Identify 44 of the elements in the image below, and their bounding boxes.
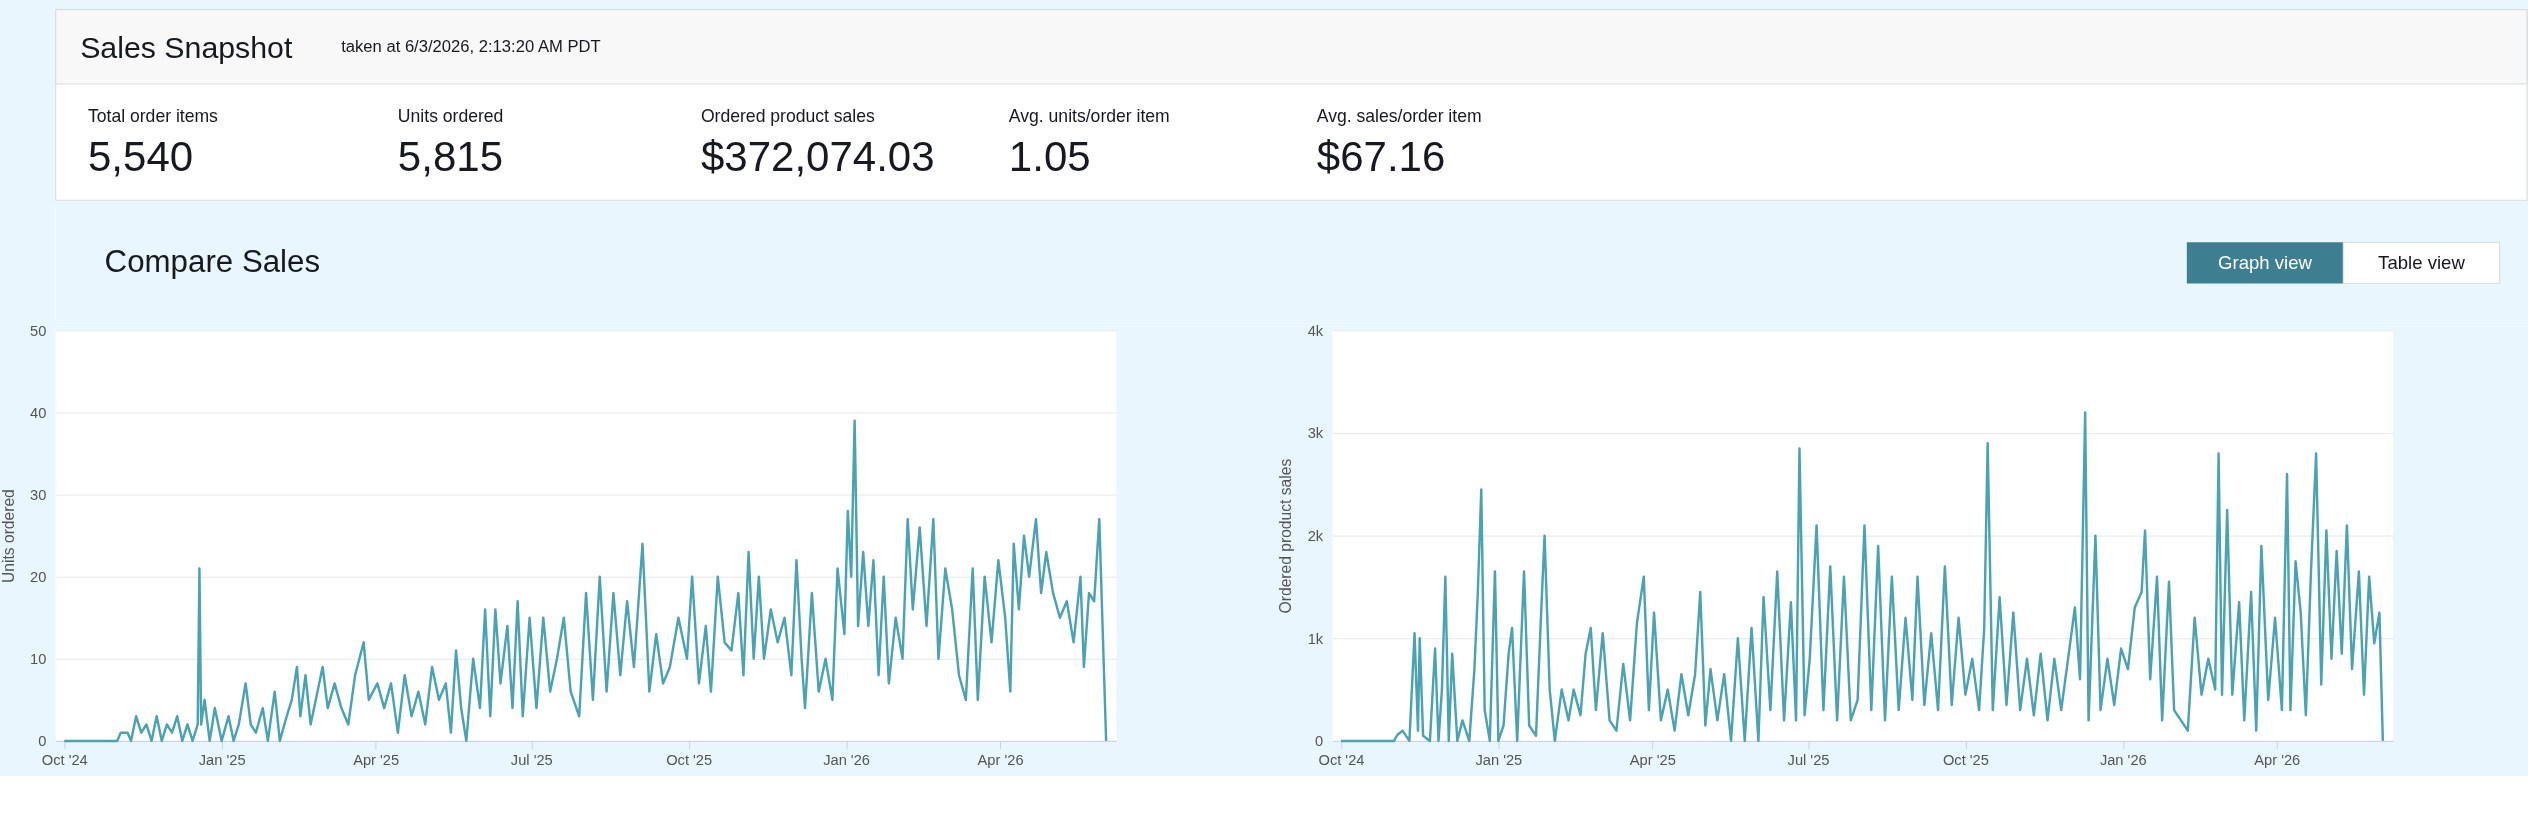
x-tick-label: Oct '25 xyxy=(666,751,713,768)
text: $67.16 xyxy=(1316,132,1446,180)
text: Compare Sales xyxy=(104,243,321,279)
x-tick-label: Apr '25 xyxy=(1629,751,1676,768)
x-tick-label: Jan '25 xyxy=(198,751,246,768)
line-series xyxy=(1339,411,2385,743)
text: Units ordered xyxy=(397,106,504,127)
x-tick-label: Jul '25 xyxy=(1787,751,1830,768)
x-tick-label: Apr '26 xyxy=(977,751,1024,768)
y-tick-label: 3k xyxy=(1307,425,1324,442)
y-tick-label: 2k xyxy=(1307,527,1324,544)
text: Avg. units/order item xyxy=(1008,106,1170,127)
x-tick-label: Oct '24 xyxy=(41,751,88,768)
y-tick-label: 0 xyxy=(38,733,47,750)
y-tick-label: 30 xyxy=(30,486,47,503)
y-tick-label: 20 xyxy=(30,569,47,586)
y-tick-label: 0 xyxy=(1314,733,1324,750)
text: Avg. sales/order item xyxy=(1316,106,1482,127)
y-axis-title: Ordered product sales xyxy=(1277,458,1295,614)
text: 1.05 xyxy=(1008,132,1091,180)
line-series xyxy=(63,419,1108,743)
x-tick-label: Oct '25 xyxy=(1942,751,1989,768)
y-tick-label: 4k xyxy=(1307,322,1324,339)
text: 5,540 xyxy=(87,132,194,180)
y-tick-label: 40 xyxy=(30,404,47,421)
y-tick-label: 1k xyxy=(1307,630,1324,647)
text: Ordered product sales xyxy=(700,106,876,127)
text: taken at 6/3/2026, 2:13:20 AM PDT xyxy=(341,36,601,56)
x-tick-label: Jan '26 xyxy=(2099,751,2147,768)
x-tick-label: Oct '24 xyxy=(1318,751,1365,768)
text: Sales Snapshot xyxy=(80,30,293,64)
x-tick-label: Apr '25 xyxy=(353,751,400,768)
x-tick-label: Jan '26 xyxy=(823,751,870,768)
x-tick-label: Jul '25 xyxy=(510,751,553,768)
text: 5,815 xyxy=(397,132,504,180)
text: $372,074.03 xyxy=(700,132,935,180)
x-tick-label: Apr '26 xyxy=(2254,751,2301,768)
y-tick-label: 10 xyxy=(30,651,47,668)
y-tick-label: 50 xyxy=(30,322,47,339)
text: Total order items xyxy=(87,106,219,127)
text: Table view xyxy=(2378,251,2466,273)
text: Graph view xyxy=(2218,251,2313,273)
y-axis-title: Units ordered xyxy=(0,489,17,583)
x-tick-label: Jan '25 xyxy=(1475,751,1523,768)
